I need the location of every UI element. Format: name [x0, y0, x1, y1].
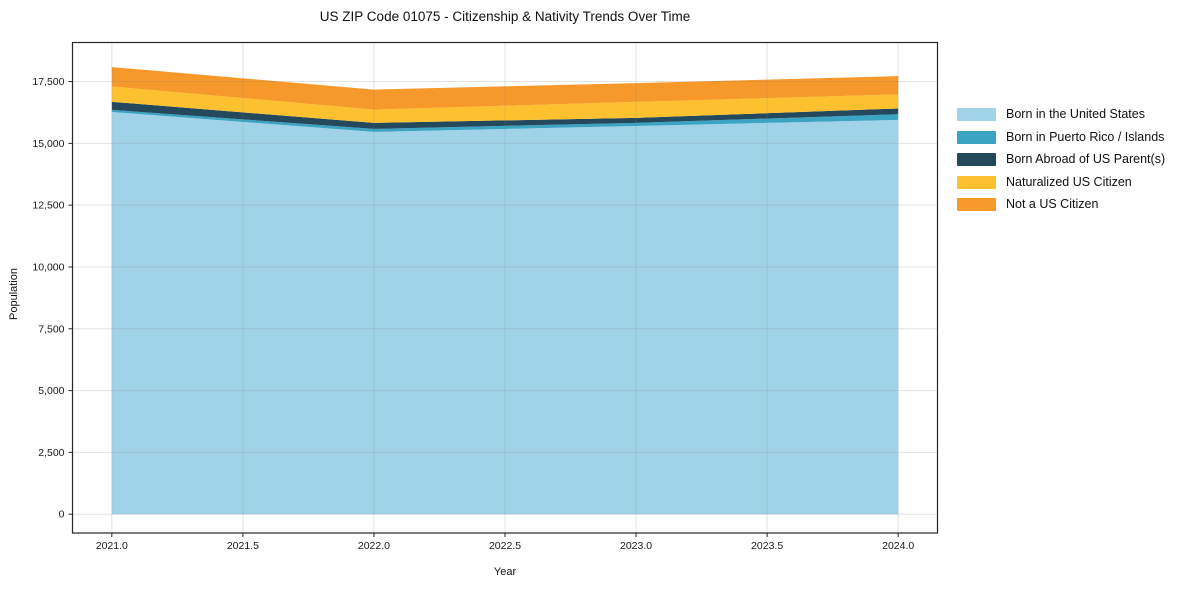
area-naturalized-us-citizen [111, 86, 899, 123]
legend-item-born-in-the-united-states: Born in the United States [957, 108, 1165, 121]
legend-item-naturalized-us-citizen: Naturalized US Citizen [957, 174, 1165, 189]
chart-title: US ZIP Code 01075 - Citizenship & Nativi… [319, 9, 691, 24]
legend-label: Not a US Citizen [1006, 197, 1099, 212]
legend-label: Born in Puerto Rico / Islands [1006, 129, 1165, 144]
y-tick-label: 17,500 [32, 76, 64, 88]
legend-swatch [957, 108, 996, 121]
legend-item-not-a-us-citizen: Not a US Citizen [957, 197, 1165, 212]
y-tick-label: 0 [59, 509, 65, 521]
legend-item-born-in-puerto-rico-islands: Born in Puerto Rico / Islands [957, 129, 1165, 144]
legend: Born in the United States Born in Puerto … [957, 108, 1165, 221]
x-tick-label: 2023.0 [620, 540, 652, 552]
x-tick-label: 2021.5 [227, 540, 259, 552]
y-tick-label: 15,000 [32, 138, 64, 150]
y-tick-label: 10,000 [32, 261, 64, 273]
x-tick-label: 2023.5 [751, 540, 783, 552]
y-axis-label: Population [8, 268, 20, 320]
legend-swatch [957, 153, 996, 167]
y-tick-label: 2,500 [38, 447, 64, 459]
y-tick-label: 12,500 [32, 200, 64, 212]
legend-label: Born in the United States [1006, 107, 1145, 121]
legend-swatch [957, 130, 996, 144]
legend-swatch [957, 198, 996, 212]
y-tick-label: 5,000 [38, 385, 64, 397]
x-tick-label: 2024.0 [882, 540, 914, 552]
legend-label: Naturalized US Citizen [1006, 174, 1132, 189]
legend-swatch [957, 175, 996, 189]
x-axis-label: Year [493, 566, 517, 578]
area-born-in-puerto-rico-islands [111, 109, 899, 132]
legend-label: Born Abroad of US Parent(s) [1006, 152, 1166, 167]
area-born-abroad-of-us-parent-s [111, 101, 899, 129]
x-tick-label: 2021.0 [96, 540, 128, 552]
area-not-a-us-citizen [111, 67, 899, 110]
x-tick-label: 2022.0 [358, 540, 390, 552]
legend-item-born-abroad-of-us-parent-s: Born Abroad of US Parent(s) [957, 152, 1166, 167]
y-tick-label: 7,500 [38, 323, 64, 335]
area-born-in-the-united-states [111, 111, 899, 515]
x-tick-label: 2022.5 [489, 540, 521, 552]
